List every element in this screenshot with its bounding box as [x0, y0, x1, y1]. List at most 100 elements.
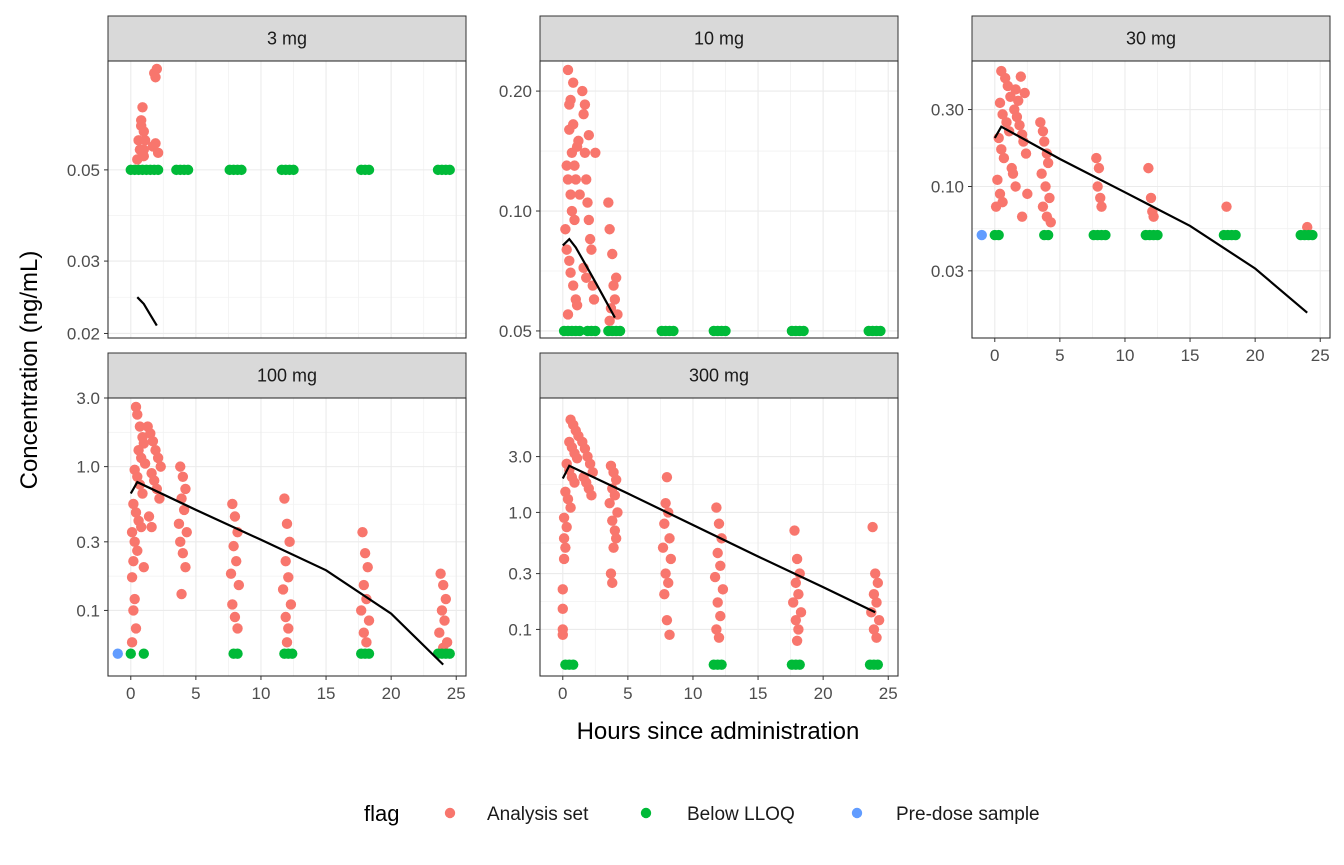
- point-below-lloq: [152, 164, 164, 176]
- point-analysis-set: [130, 623, 142, 634]
- point-analysis-set: [790, 577, 802, 589]
- point-analysis-set: [605, 568, 617, 579]
- point-analysis-set: [233, 579, 245, 591]
- point-analysis-set: [607, 248, 618, 260]
- point-analysis-set: [609, 294, 621, 305]
- point-below-lloq: [794, 659, 805, 670]
- point-analysis-set: [604, 497, 615, 509]
- point-analysis-set: [990, 201, 1002, 212]
- point-analysis-set: [440, 593, 452, 605]
- point-below-lloq: [138, 648, 149, 659]
- point-analysis-set: [562, 493, 574, 505]
- point-analysis-set: [359, 548, 371, 559]
- point-analysis-set: [1143, 162, 1154, 174]
- point-analysis-set: [661, 471, 673, 483]
- point-analysis-set: [228, 540, 239, 552]
- point-analysis-set: [791, 635, 803, 646]
- point-analysis-set: [659, 589, 670, 600]
- point-analysis-set: [130, 401, 142, 413]
- point-below-lloq: [1042, 229, 1054, 241]
- y-tick-label: 0.10: [499, 202, 532, 221]
- point-below-lloq: [1230, 229, 1241, 241]
- point-analysis-set: [150, 72, 161, 83]
- panel-3-mg: 3 mg 0.02 0.03 0.05: [67, 15, 467, 343]
- point-analysis-set: [665, 553, 677, 565]
- point-analysis-set: [791, 553, 803, 565]
- facet-strip-label: 300 mg: [689, 366, 749, 386]
- point-analysis-set: [126, 526, 138, 538]
- fit-line: [136, 296, 158, 327]
- y-tick-label: 0.05: [67, 161, 100, 180]
- point-analysis-set: [569, 214, 580, 226]
- point-analysis-set: [146, 521, 157, 533]
- y-tick-label: 0.03: [931, 262, 964, 281]
- y-tick-label: 0.3: [508, 565, 532, 584]
- point-below-lloq: [287, 648, 298, 659]
- x-tick-label: 25: [1311, 346, 1330, 365]
- legend-label: Below LLOQ: [687, 804, 795, 825]
- point-analysis-set: [608, 542, 619, 553]
- point-analysis-set: [1005, 91, 1016, 102]
- point-analysis-set: [998, 152, 1010, 164]
- point-analysis-set: [137, 102, 148, 113]
- point-analysis-set: [590, 147, 601, 159]
- point-analysis-set: [570, 174, 581, 185]
- facet-strip: [107, 15, 467, 62]
- legend-title: flag: [364, 801, 399, 826]
- point-analysis-set: [1221, 201, 1232, 212]
- point-analysis-set: [664, 533, 675, 544]
- point-analysis-set: [1096, 201, 1107, 212]
- point-analysis-set: [571, 300, 583, 311]
- point-analysis-set: [1095, 192, 1106, 204]
- point-analysis-set: [358, 579, 370, 591]
- point-below-lloq: [720, 325, 731, 337]
- point-analysis-set: [281, 637, 293, 648]
- point-below-lloq: [288, 164, 299, 176]
- panel-100-mg: 100 mg 0.1 0.3 1.0 3.0 0 5 10 15 20 25: [76, 352, 467, 703]
- point-analysis-set: [134, 421, 146, 432]
- point-below-lloq: [1100, 229, 1111, 241]
- point-analysis-set: [558, 512, 570, 523]
- point-analysis-set: [180, 561, 191, 573]
- point-analysis-set: [283, 623, 294, 634]
- point-analysis-set: [1010, 84, 1021, 95]
- point-analysis-set: [283, 572, 294, 583]
- legend-label: Analysis set: [487, 804, 589, 825]
- point-analysis-set: [564, 99, 575, 110]
- point-analysis-set: [152, 452, 164, 464]
- point-analysis-set: [713, 632, 725, 643]
- point-analysis-set: [150, 138, 161, 149]
- x-tick-label: 15: [317, 684, 336, 703]
- point-analysis-set: [712, 597, 723, 608]
- panel-border: [107, 397, 467, 677]
- y-tick-label: 1.0: [508, 503, 532, 522]
- x-tick-label: 10: [252, 684, 271, 703]
- point-below-lloq: [798, 325, 809, 337]
- point-analysis-set: [177, 548, 189, 559]
- point-analysis-set: [362, 561, 373, 573]
- point-analysis-set: [603, 197, 614, 208]
- point-analysis-set: [604, 315, 615, 327]
- point-analysis-set: [567, 280, 579, 291]
- point-analysis-set: [659, 518, 670, 529]
- x-tick-label: 10: [1116, 346, 1135, 365]
- point-analysis-set: [285, 599, 297, 610]
- point-analysis-set: [612, 507, 623, 518]
- y-tick-label: 0.1: [508, 620, 532, 639]
- point-analysis-set: [128, 555, 139, 567]
- legend-item-pre-dose-sample: Pre-dose sample: [851, 804, 1040, 825]
- point-analysis-set: [610, 474, 622, 485]
- point-analysis-set: [560, 224, 571, 235]
- point-analysis-set: [145, 428, 156, 439]
- point-analysis-set: [1091, 152, 1102, 164]
- point-analysis-set: [132, 545, 143, 556]
- legend-items: Analysis set Below LLOQ Pre-dose sample: [444, 804, 1040, 825]
- point-analysis-set: [565, 267, 576, 278]
- point-analysis-set: [129, 593, 140, 605]
- point-analysis-set: [137, 488, 148, 499]
- point-analysis-set: [997, 109, 1008, 120]
- point-analysis-set: [715, 560, 726, 571]
- point-below-lloq: [1152, 229, 1163, 241]
- point-analysis-set: [1013, 95, 1024, 106]
